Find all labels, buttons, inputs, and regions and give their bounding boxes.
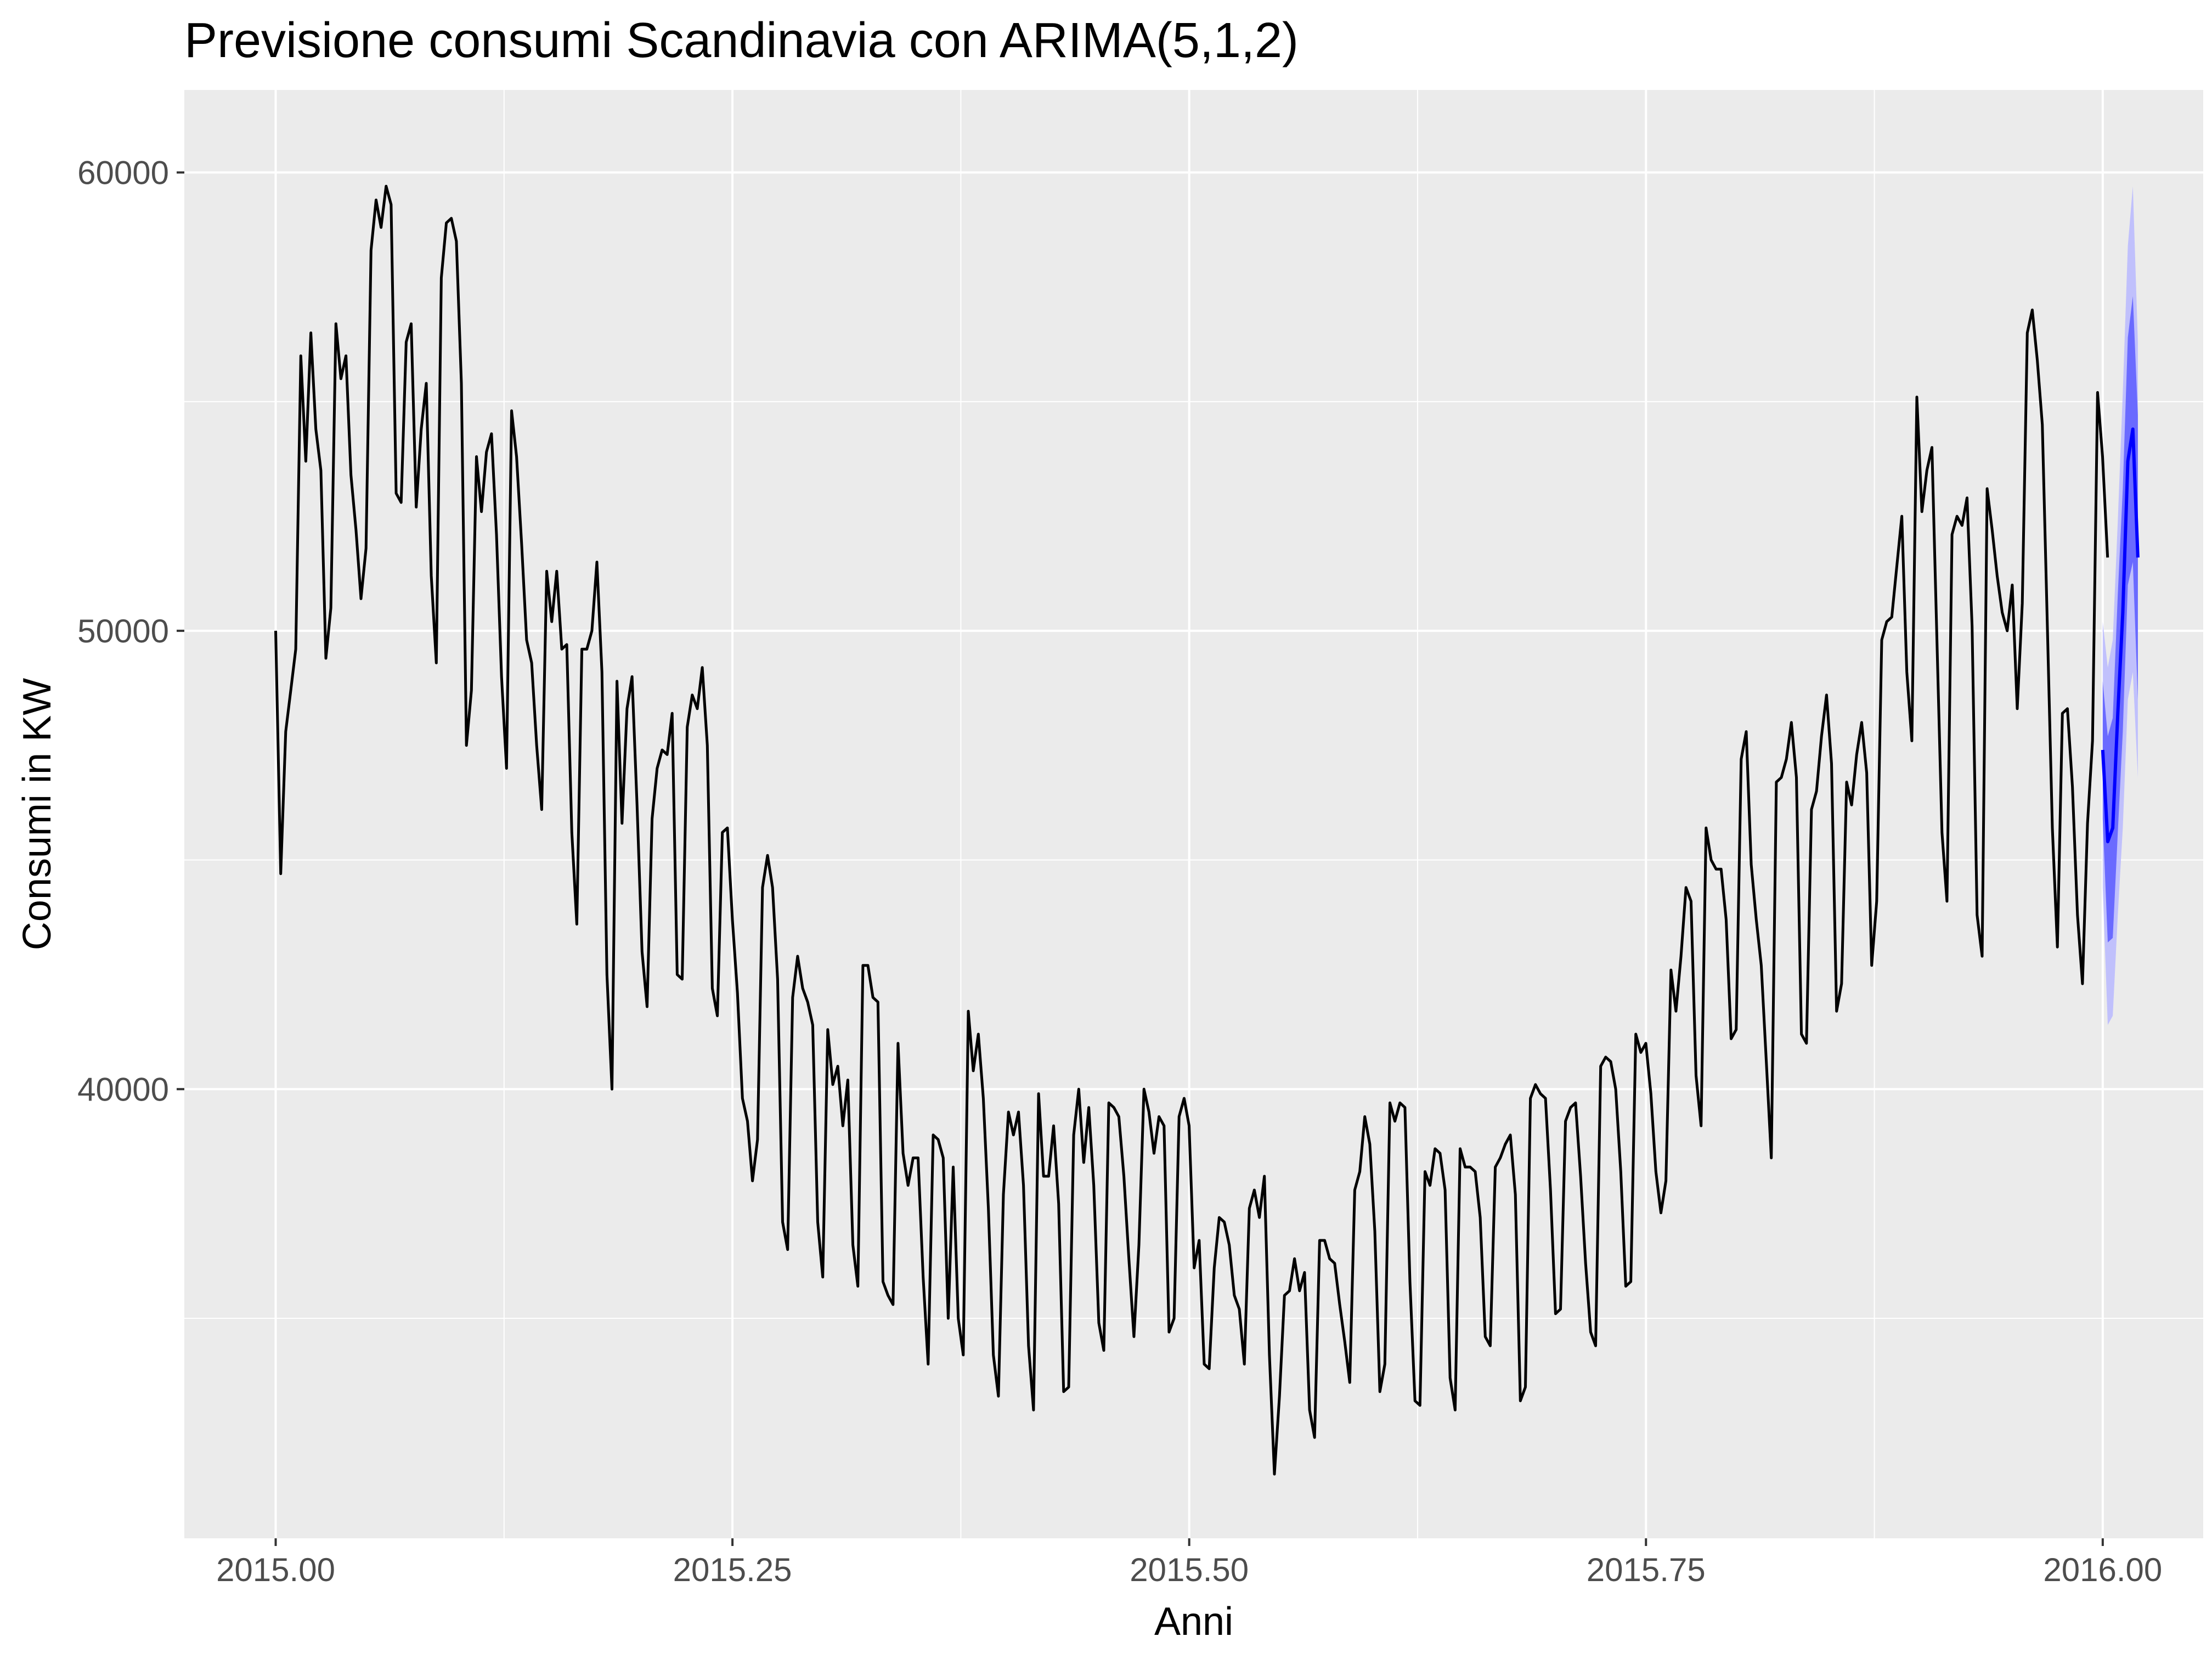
chart-title: Previsione consumi Scandinavia con ARIMA… — [184, 13, 1299, 68]
y-tick-label: 60000 — [77, 154, 169, 191]
grid-major — [184, 90, 2203, 1538]
observed-line — [274, 184, 2109, 1476]
y-tick-label: 40000 — [77, 1071, 169, 1108]
y-axis: 40000 50000 60000 — [77, 154, 184, 1108]
grid-minor — [184, 90, 2203, 1538]
y-tick-label: 50000 — [77, 613, 169, 650]
x-axis: 2015.00 2015.25 2015.50 2015.75 2016.00 — [216, 1538, 2162, 1588]
forecast-series — [2101, 427, 2140, 844]
y-axis-title: Consumi in KW — [15, 678, 59, 950]
x-tick-label: 2015.50 — [1130, 1551, 1249, 1588]
x-axis-title: Anni — [1154, 1600, 1233, 1644]
x-tick-label: 2015.00 — [216, 1551, 335, 1588]
plot-panel — [184, 90, 2203, 1538]
forecast-mean-line — [2101, 427, 2140, 844]
x-tick-label: 2016.00 — [2043, 1551, 2162, 1588]
x-tick-label: 2015.75 — [1587, 1551, 1706, 1588]
observed-series — [274, 184, 2109, 1476]
x-tick-label: 2015.25 — [673, 1551, 792, 1588]
